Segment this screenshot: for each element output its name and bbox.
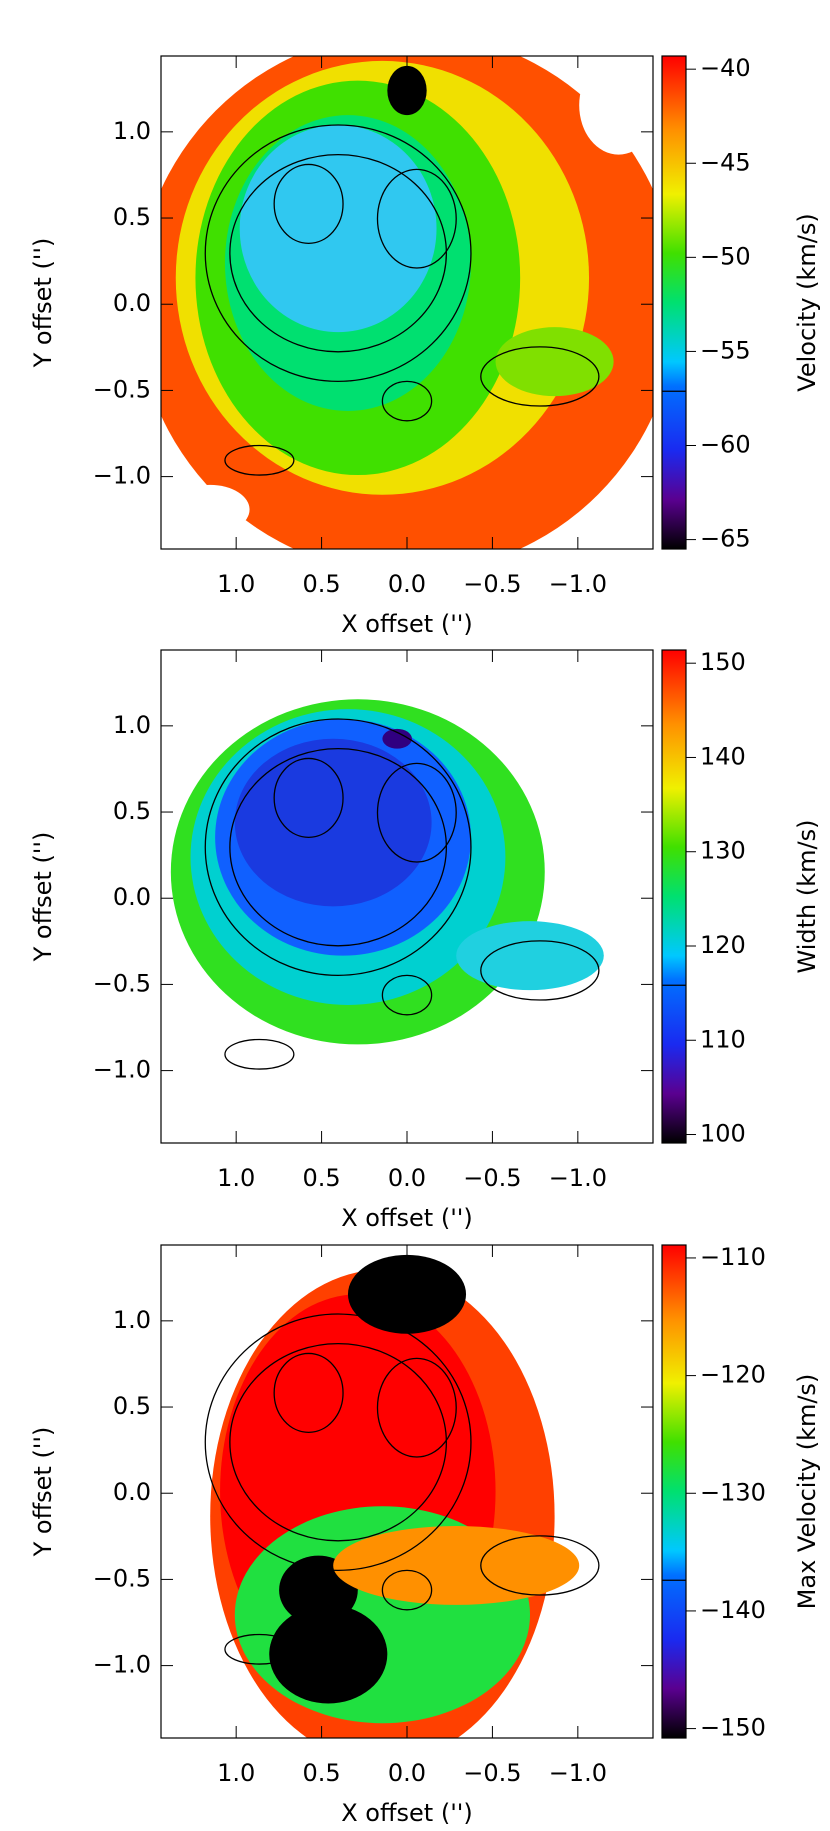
colorbar [661,1244,687,1739]
map-region [387,65,427,116]
colorbar-tick-label: 150 [700,648,746,676]
y-tick-label: −1.0 [93,1651,151,1679]
panel: 1.0 0.5 0.0 −0.5 −1.0 1.0 0.5 0.0 −0.5 −1.0 X offs… [29,648,821,1232]
x-tick-label: 0.5 [302,570,340,598]
map-region [456,921,604,991]
x-tick-label: 1.0 [217,1759,255,1787]
map-region [382,728,412,749]
x-axis-label: X offset ('') [341,1204,473,1232]
colorbar-tick-label: −110 [700,1243,766,1271]
y-tick-label: 1.0 [113,117,151,145]
contour [224,444,295,476]
x-tick-label: −1.0 [549,1759,607,1787]
colorbar-tick-label: −55 [700,336,751,364]
y-tick-label: −0.5 [93,375,151,403]
contour [229,747,448,947]
colorbar-tick-label: −150 [700,1714,766,1742]
map-region [579,56,653,155]
colorbar-tick-label: −65 [700,525,751,553]
map-region [239,125,437,333]
y-axis-label: Y offset ('') [29,832,57,963]
map [170,699,604,1070]
map-region [234,738,432,907]
contour [224,1633,295,1665]
x-tick-label: 0.0 [388,1759,426,1787]
x-tick-label: 1.0 [217,570,255,598]
colorbar-tick-label: −50 [700,242,751,270]
y-tick-label: 0.5 [113,1392,151,1420]
x-tick-label: −1.0 [549,1164,607,1192]
x-tick-label: 0.5 [302,1759,340,1787]
y-tick-label: 0.0 [113,1478,151,1506]
map-region [347,1254,467,1334]
contour [376,1357,457,1458]
colorbar [661,55,687,550]
map [204,1254,600,1738]
contour [273,1352,344,1433]
colorbar-tick-label: −140 [700,1596,766,1624]
colorbar-tick-label: −60 [700,431,751,459]
colorbar-label: Width (km/s) [793,820,821,974]
x-axis-label: X offset ('') [341,1799,473,1827]
x-tick-label: −0.5 [463,570,521,598]
map-region [495,327,614,397]
contour [480,940,600,1001]
contour [480,346,600,407]
contour [381,1569,433,1611]
colorbar-label: Max Velocity (km/s) [793,1374,821,1610]
y-tick-label: −1.0 [93,1056,151,1084]
colorbar [661,649,687,1144]
colorbar-tick-label: 120 [700,931,746,959]
contour [376,168,457,269]
x-tick-label: 0.0 [388,1164,426,1192]
colorbar-label: Velocity (km/s) [793,213,821,391]
colorbar-tick-label: −40 [700,54,751,82]
colorbar-tick-label: −130 [700,1478,766,1506]
contour [204,1313,472,1572]
y-tick-label: 0.5 [113,797,151,825]
x-axis-label: X offset ('') [341,610,473,638]
contour [229,153,448,353]
y-tick-label: −1.0 [93,462,151,490]
contour [204,124,472,383]
contour [381,380,433,422]
y-axis-label: Y offset ('') [29,238,57,369]
map-region [269,1604,388,1704]
y-tick-label: 0.0 [113,883,151,911]
x-tick-label: −0.5 [463,1759,521,1787]
y-tick-label: −0.5 [93,969,151,997]
panel: 1.0 0.5 0.0 −0.5 −1.0 1.0 0.5 0.0 −0.5 −1.0 X offs… [29,1243,821,1827]
colorbar-tick-label: 100 [700,1120,746,1148]
y-axis-label: Y offset ('') [29,1427,57,1558]
contour [273,757,344,838]
x-tick-label: 0.0 [388,570,426,598]
map-region [170,484,250,535]
colorbar-tick-label: −120 [700,1361,766,1389]
contour [273,163,344,244]
contour [224,1038,295,1070]
y-tick-label: 1.0 [113,711,151,739]
x-tick-label: −1.0 [549,570,607,598]
x-tick-label: 1.0 [217,1164,255,1192]
panel: 1.0 0.5 0.0 −0.5 −1.0 1.0 0.5 0.0 −0.5 −1.0 X offs… [29,54,821,638]
y-tick-label: 1.0 [113,1306,151,1334]
map-region [333,1526,580,1605]
contour [381,974,433,1016]
map [161,56,653,549]
y-tick-label: 0.0 [113,289,151,317]
contour [204,718,472,977]
colorbar-tick-label: 140 [700,742,746,770]
contour [480,1535,600,1596]
contour [376,762,457,863]
y-tick-label: −0.5 [93,1564,151,1592]
colorbar-tick-label: −45 [700,148,751,176]
colorbar-tick-label: 130 [700,837,746,865]
y-tick-label: 0.5 [113,203,151,231]
colorbar-tick-label: 110 [700,1025,746,1053]
x-tick-label: 0.5 [302,1164,340,1192]
contour [229,1342,448,1542]
x-tick-label: −0.5 [463,1164,521,1192]
